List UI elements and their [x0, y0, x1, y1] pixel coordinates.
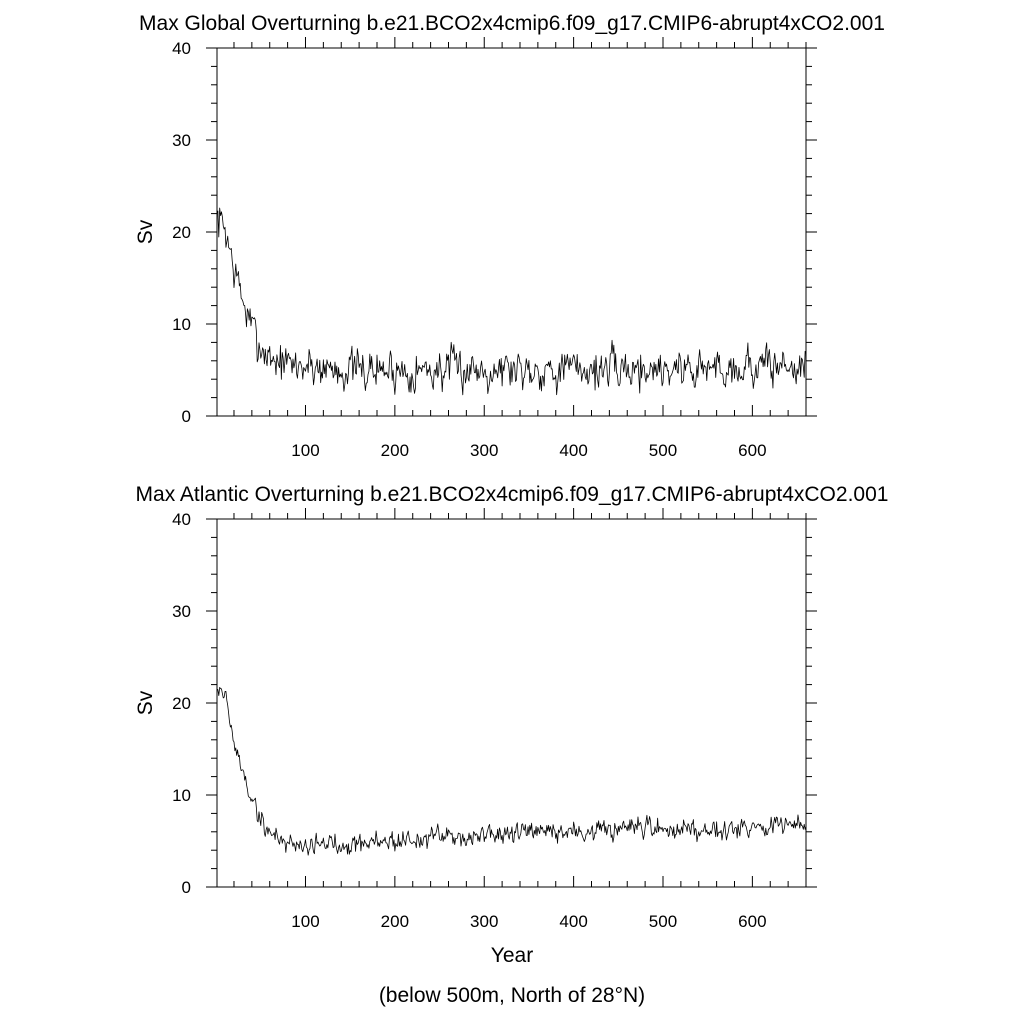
global-plot-frame: [216, 47, 807, 417]
atlantic-axis-ticks: 0 10 20 30 40 100 200 300 400 500 600: [172, 508, 817, 931]
global-x-tick-label: 300: [470, 441, 498, 460]
atlantic-series-line-group: [216, 686, 807, 856]
atlantic-x-tick-label: 400: [559, 912, 587, 931]
global-overturning-series-line: [216, 207, 807, 396]
atlantic-y-tick-label: 0: [182, 878, 191, 897]
atlantic-y-tick-label: 10: [172, 786, 191, 805]
atlantic-x-tick-label: 300: [470, 912, 498, 931]
atlantic-y-tick-label: 30: [172, 602, 191, 621]
atlantic-chart-title: Max Atlantic Overturning b.e21.BCO2x4cmi…: [136, 483, 889, 506]
footnote: (below 500m, North of 28°N): [379, 984, 645, 1007]
global-y-tick-label: 20: [172, 223, 191, 242]
atlantic-x-tick-label: 500: [649, 912, 677, 931]
global-x-tick-label: 100: [291, 441, 319, 460]
atlantic-y-axis-label: Sv: [134, 690, 157, 715]
global-x-tick-label: 400: [559, 441, 587, 460]
global-y-tick-label: 0: [182, 407, 191, 426]
x-axis-label: Year: [491, 944, 533, 967]
global-chart-title: Max Global Overturning b.e21.BCO2x4cmip6…: [139, 12, 885, 35]
atlantic-overturning-panel: Max Atlantic Overturning b.e21.BCO2x4cmi…: [134, 483, 888, 967]
global-x-tick-label: 600: [738, 441, 766, 460]
global-overturning-panel: Max Global Overturning b.e21.BCO2x4cmip6…: [134, 12, 885, 460]
atlantic-y-tick-label: 20: [172, 694, 191, 713]
atlantic-y-tick-label: 40: [172, 510, 191, 529]
atlantic-x-tick-label: 600: [738, 912, 766, 931]
global-y-tick-label: 30: [172, 131, 191, 150]
global-axis-ticks: 0 10 20 30 40 100 200 300 400 500 600: [172, 37, 817, 460]
global-x-tick-label: 500: [649, 441, 677, 460]
atlantic-plot-frame: [216, 518, 807, 888]
global-y-tick-label: 40: [172, 39, 191, 58]
atlantic-overturning-series-line: [216, 686, 807, 856]
global-series-line-group: [216, 207, 807, 396]
atlantic-x-tick-label: 100: [291, 912, 319, 931]
global-x-tick-label: 200: [381, 441, 409, 460]
global-y-axis-label: Sv: [134, 219, 157, 244]
atlantic-x-tick-label: 200: [381, 912, 409, 931]
global-y-tick-label: 10: [172, 315, 191, 334]
